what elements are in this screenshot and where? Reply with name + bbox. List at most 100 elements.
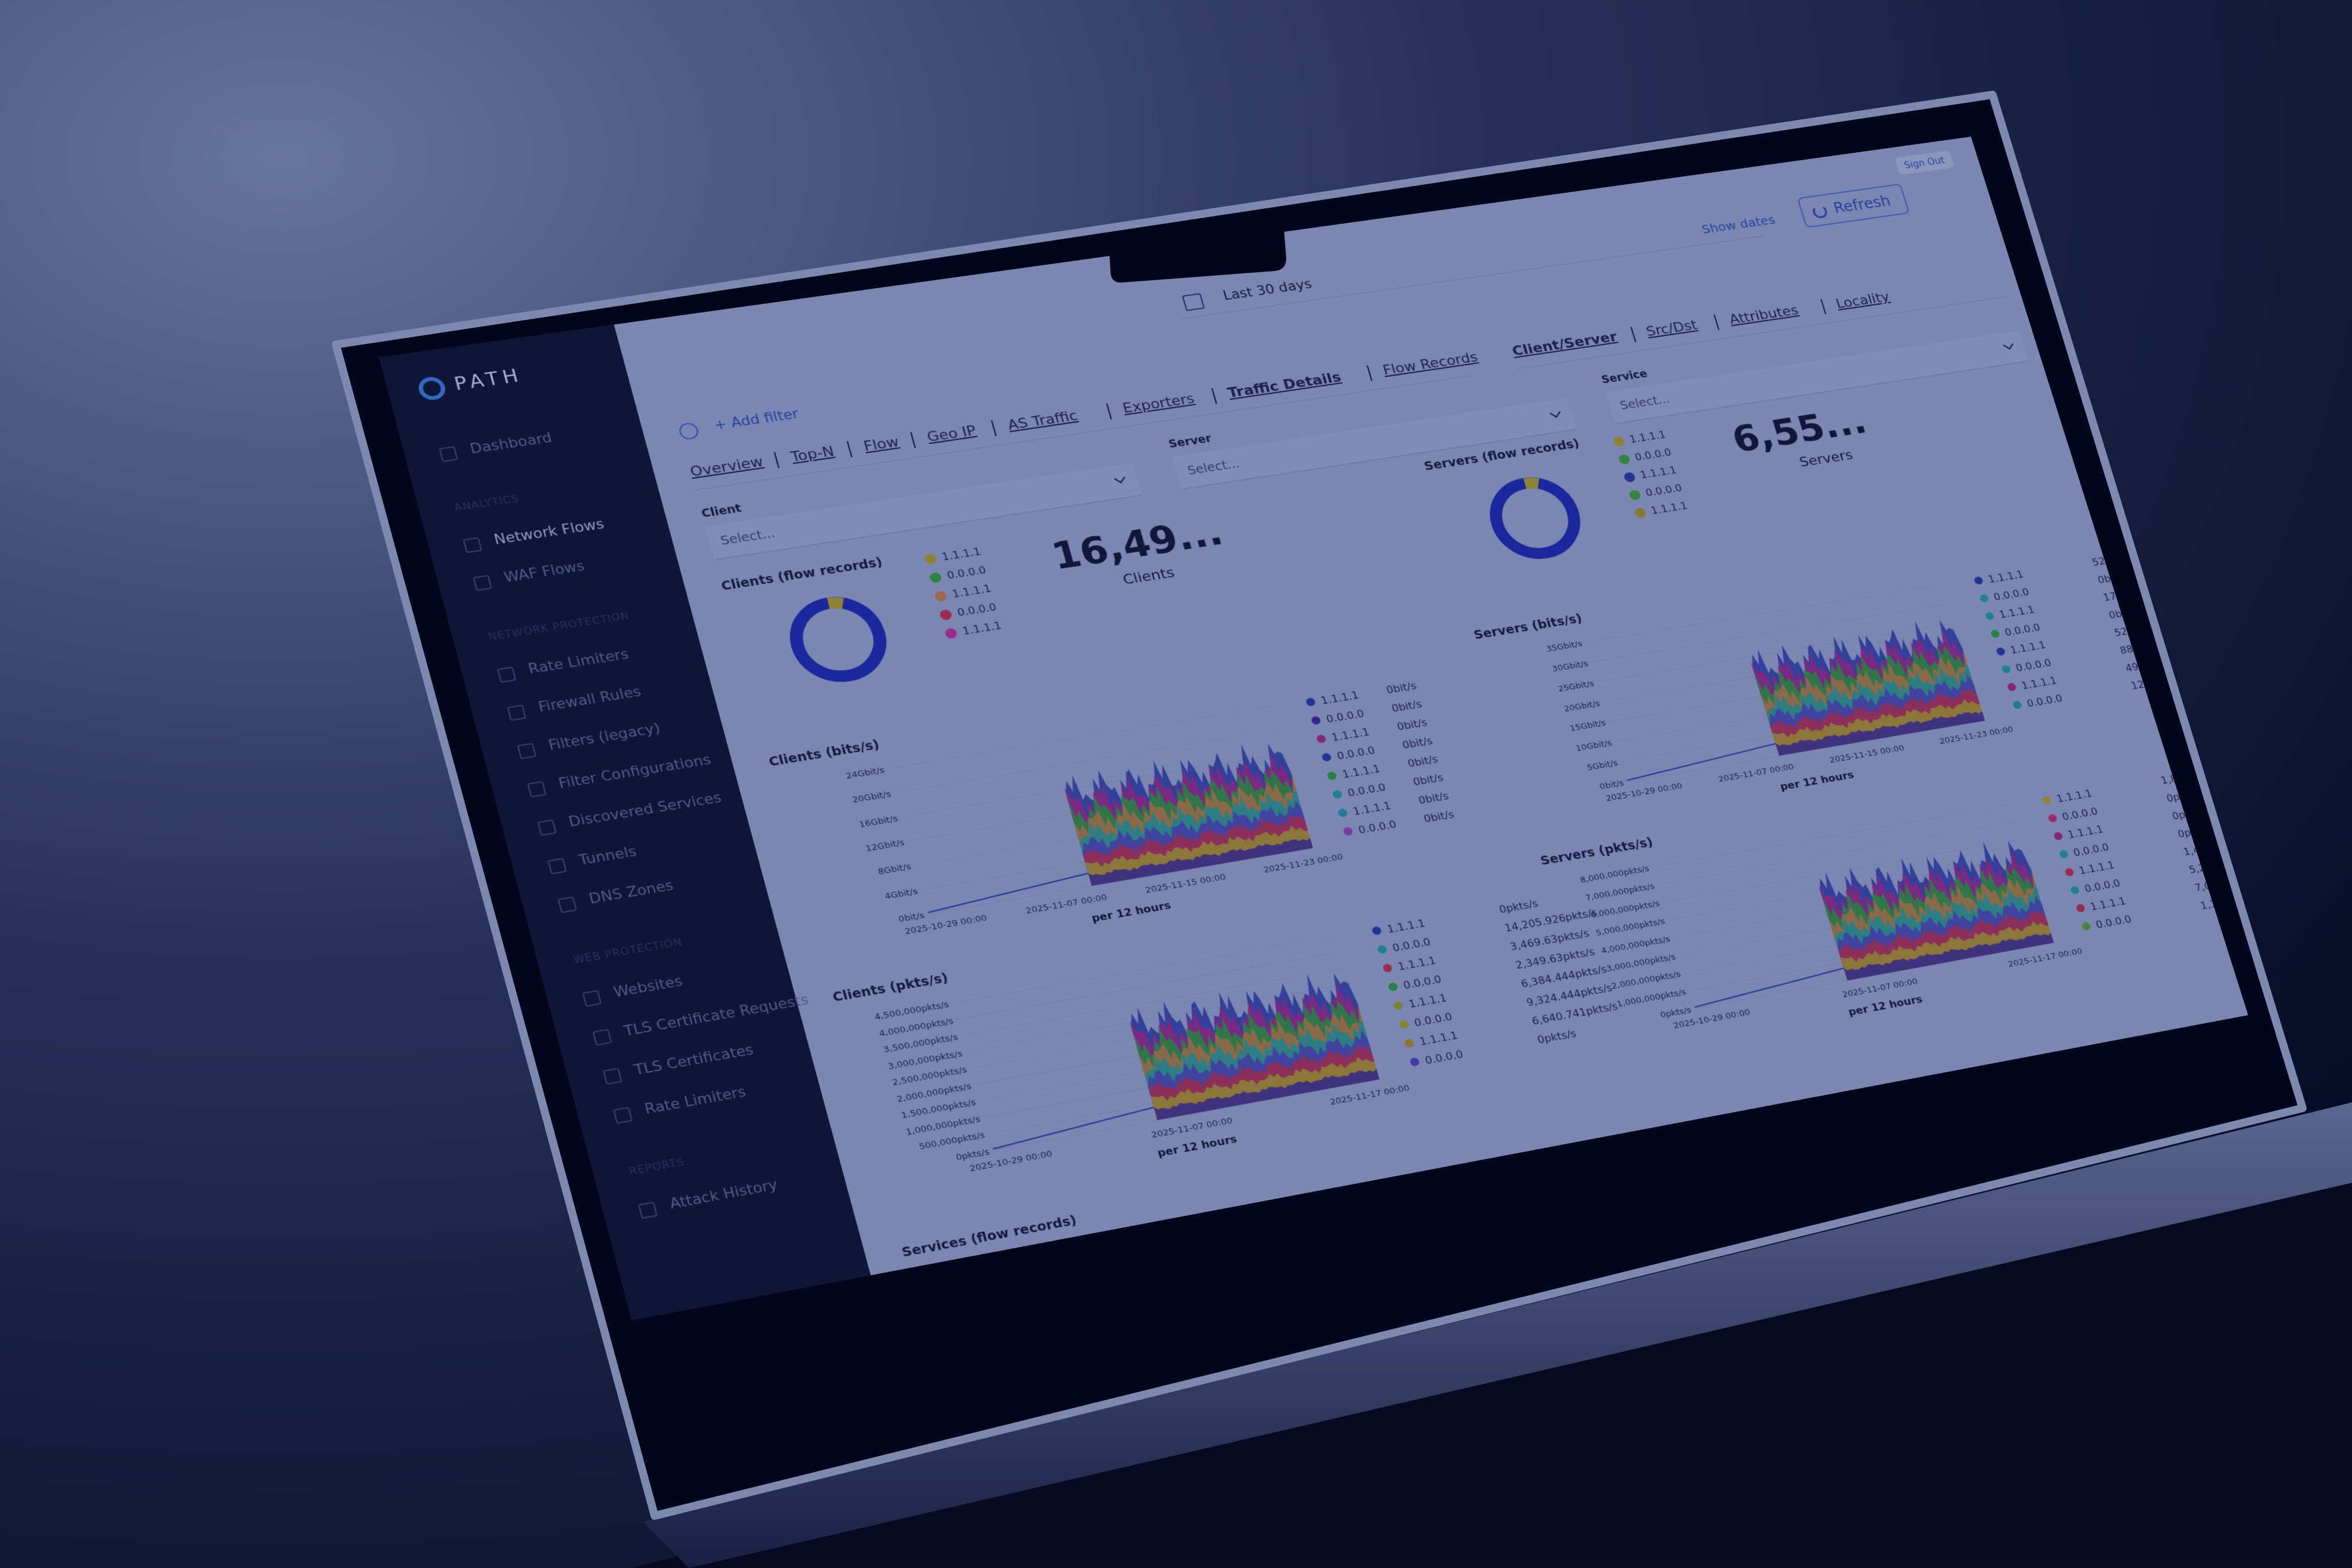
nav-icon: [463, 537, 482, 553]
legend-dot: [1337, 808, 1348, 818]
select-label: Client: [700, 502, 742, 521]
nav-icon: [507, 704, 527, 721]
summary-count: 16,49...: [1047, 510, 1227, 578]
legend-dot: [923, 553, 937, 565]
legend-dot: [1310, 716, 1321, 725]
donut: [768, 581, 907, 698]
tab-separator: [774, 452, 780, 468]
tab-separator: [1106, 404, 1112, 420]
y-tick-label: 15Gbit/s: [1569, 718, 1607, 733]
legend-value: 0bit/s: [1417, 790, 1450, 807]
y-tick-label: 20Gbit/s: [851, 789, 892, 805]
donut-ring: [788, 597, 889, 682]
tab-separator: [910, 432, 916, 448]
refresh-button[interactable]: Refresh: [1797, 184, 1909, 229]
legend-label: 0.0.0.0: [2072, 841, 2110, 859]
y-tick-label: 8Gbit/s: [877, 862, 912, 877]
legend-dot: [2075, 904, 2086, 913]
legend-label: 0.0.0.0: [1391, 936, 1432, 954]
nav-icon: [527, 781, 547, 797]
x-tick-label: 2025-11-15 00:00: [1828, 743, 1905, 765]
nav-icon: [439, 446, 458, 462]
legend-dot: [1403, 1038, 1414, 1048]
tab[interactable]: Flow Records: [1381, 350, 1480, 378]
legend-dot: [1974, 576, 1984, 585]
tab-separator: [1367, 365, 1372, 381]
donut: [1469, 462, 1601, 574]
tab-separator: [1630, 327, 1636, 342]
tab-separator: [1820, 299, 1826, 315]
legend-dot: [1984, 611, 1995, 621]
legend-dot: [1618, 454, 1631, 465]
subtab[interactable]: Client/Server: [1510, 330, 1619, 359]
sign-out-button[interactable]: Sign Out: [1894, 150, 1954, 175]
nav-icon: [638, 1202, 658, 1219]
y-tick-label: 16Gbit/s: [858, 814, 899, 830]
legend-dot: [1634, 508, 1647, 518]
subtab[interactable]: Locality: [1834, 289, 1891, 312]
nav-icon: [473, 575, 492, 591]
tab[interactable]: Flow: [862, 434, 901, 455]
legend-label: 1.1.1.1: [961, 620, 1003, 637]
legend-dot: [1990, 629, 2000, 638]
baseline: [990, 1108, 1157, 1149]
legend-dot: [2006, 683, 2017, 692]
tab[interactable]: Overview: [688, 454, 765, 480]
legend-dot: [939, 609, 953, 621]
legend-label: 1.1.1.1: [2078, 859, 2116, 877]
legend-label: 0.0.0.0: [1423, 1048, 1464, 1067]
donut-slice: [1525, 481, 1538, 486]
donut-slice: [828, 601, 842, 606]
legend-dot: [2069, 885, 2080, 895]
legend-dot: [1316, 734, 1326, 744]
nav-icon: [547, 858, 567, 874]
tab-separator: [847, 442, 853, 458]
legend-value: 0bit/s: [1390, 698, 1423, 715]
tab[interactable]: AS Traffic: [1006, 408, 1080, 433]
y-tick-label: 4,000,000pkts/s: [1600, 934, 1672, 956]
y-tick-label: 6,000,000pkts/s: [1589, 899, 1661, 920]
y-tick-label: 7,000,000pkts/s: [1584, 881, 1655, 903]
tab[interactable]: Geo IP: [925, 423, 978, 446]
y-tick-label: 20Gbit/s: [1562, 698, 1601, 713]
y-tick-label: 12Gbit/s: [865, 838, 906, 854]
tab[interactable]: Exporters: [1121, 391, 1196, 416]
legend-label: 1.1.1.1: [1639, 464, 1678, 481]
legend-value: 0bit/s: [1385, 680, 1418, 696]
legend-label: 0.0.0.0: [1325, 707, 1365, 725]
tab-separator: [991, 420, 997, 436]
logo-icon: [415, 374, 450, 402]
subtab[interactable]: Attributes: [1727, 303, 1800, 327]
y-tick-label: 30Gbit/s: [1551, 659, 1589, 673]
grid-line: [888, 706, 1272, 769]
tab[interactable]: Top-N: [789, 444, 836, 466]
y-tick-label: 10Gbit/s: [1575, 738, 1613, 753]
tab-separator: [1211, 388, 1217, 404]
legend-dot: [1398, 1020, 1409, 1029]
y-tick-label: 3,000,000pkts/s: [1605, 952, 1677, 974]
legend-label: 1.1.1.1: [1407, 992, 1448, 1010]
legend-label: 1.1.1.1: [1320, 689, 1360, 707]
subtab[interactable]: Src/Dst: [1645, 318, 1699, 339]
nav-icon: [537, 819, 556, 836]
legend-label: 0.0.0.0: [946, 564, 988, 582]
legend-value: 0bit/s: [1411, 771, 1445, 788]
nav-icon: [613, 1107, 632, 1124]
legend-label: 1.1.1.1: [1396, 954, 1437, 973]
legend-dot: [2081, 922, 2091, 931]
legend-dot: [2001, 665, 2011, 674]
legend-dot: [1326, 771, 1337, 780]
baseline: [1691, 968, 1847, 1007]
nav-icon: [517, 743, 536, 760]
legend-label: 0.0.0.0: [956, 601, 998, 618]
legend-dot: [1376, 944, 1387, 954]
nav-icon: [497, 667, 516, 683]
legend-dot: [1343, 827, 1353, 837]
legend-label: 0.0.0.0: [1413, 1011, 1453, 1029]
legend-dot: [1623, 472, 1637, 483]
legend-label: 1.1.1.1: [1650, 500, 1689, 516]
legend-label: 1.1.1.1: [951, 582, 993, 600]
legend-dot: [1321, 753, 1332, 762]
legend-dot: [2047, 814, 2057, 823]
add-filter-button[interactable]: + Add filter: [712, 406, 800, 433]
